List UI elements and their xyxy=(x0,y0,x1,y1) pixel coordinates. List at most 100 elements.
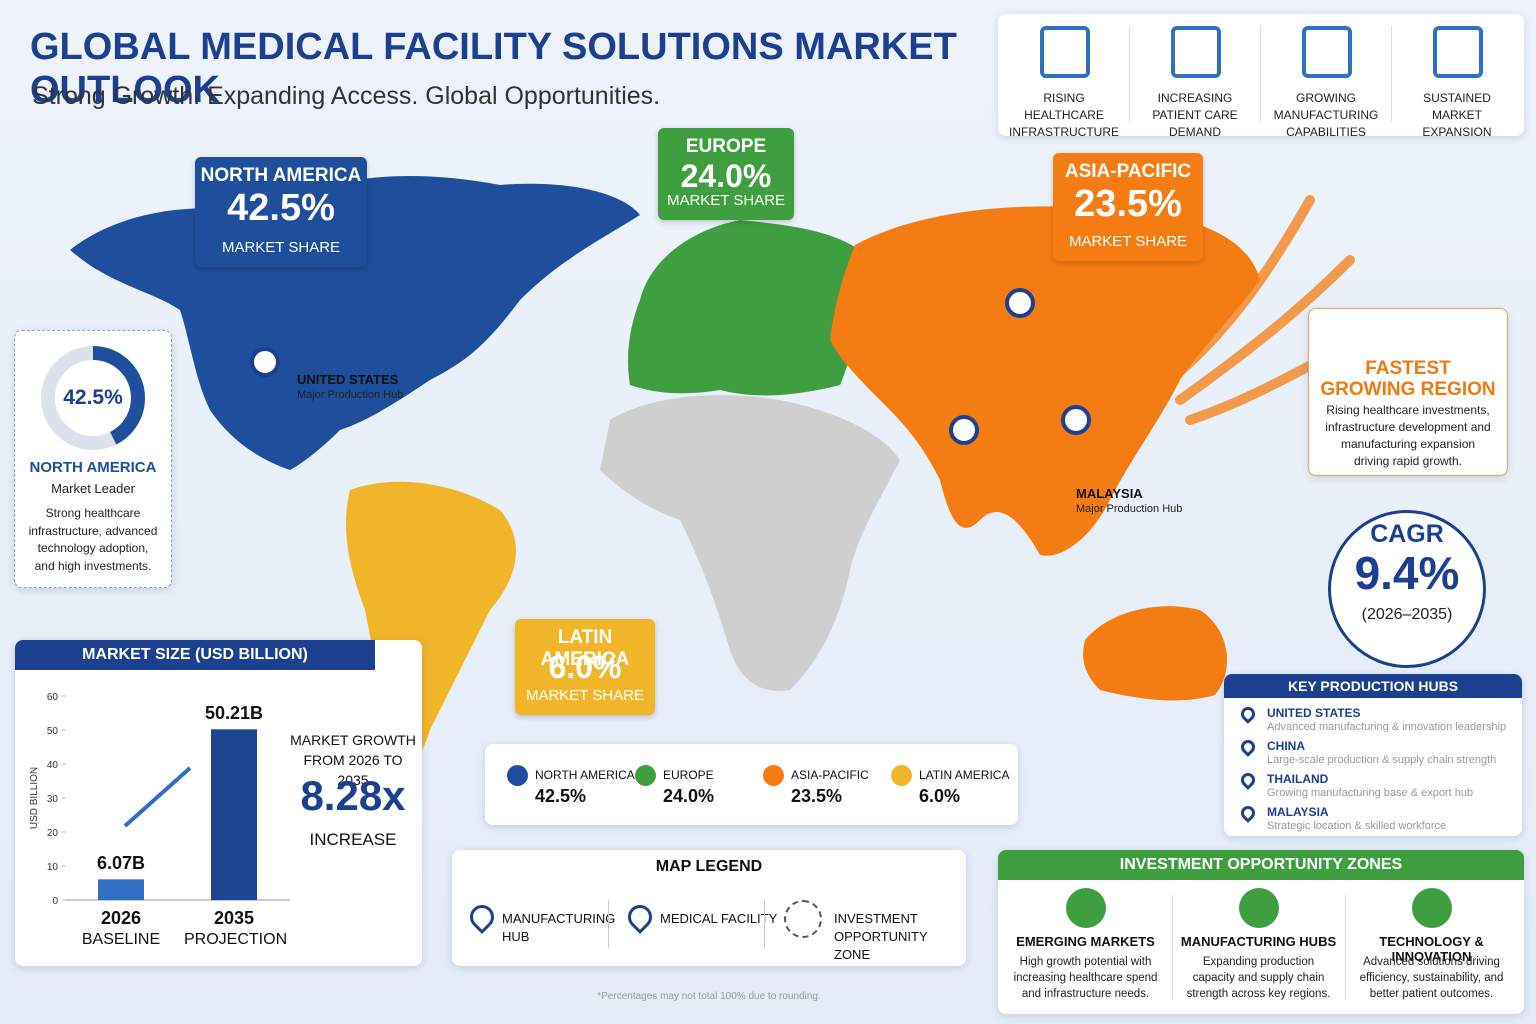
divider xyxy=(608,900,609,948)
title: GLOBAL MEDICAL FACILITY SOLUTIONS MARKET… xyxy=(30,26,957,111)
zone-text: Advanced solutions driving efficiency, s… xyxy=(1359,956,1504,1000)
fastest-title: FASTEST GROWING REGION xyxy=(1320,358,1496,400)
x-tick-label: 2035 xyxy=(213,908,255,928)
map-legend-title: MAP LEGEND xyxy=(655,858,763,875)
hub-note: Major Production Hub xyxy=(297,389,404,401)
x-tick-note: PROJECTION xyxy=(184,931,288,948)
hub-item-name: CHINA xyxy=(1267,739,1305,753)
value-label: 6.07B xyxy=(96,853,146,874)
map-legend-item: MANUFACTURING HUB xyxy=(502,911,616,944)
legend-name: EUROPE xyxy=(663,768,714,782)
hub-pin xyxy=(1005,288,1035,318)
hub-name: UNITED STATES xyxy=(297,372,399,387)
hub-pin xyxy=(250,347,280,377)
x-tick-note: BASELINE xyxy=(81,931,161,948)
divider xyxy=(1260,26,1261,122)
share-caption: MARKET SHARE xyxy=(525,687,645,704)
fastest-card xyxy=(1308,308,1508,476)
growth-caption: INCREASE xyxy=(309,830,397,849)
legend-icon xyxy=(784,900,822,938)
zone-icon xyxy=(1412,888,1452,928)
legend-swatch xyxy=(891,765,912,786)
zone-icon xyxy=(1239,888,1279,928)
leader-role: Market Leader xyxy=(51,481,135,496)
hub-item-text: Large-scale production & supply chain st… xyxy=(1267,754,1497,766)
legend-share: 23.5% xyxy=(791,786,843,806)
cagr-value: 9.4% xyxy=(1354,547,1460,599)
driver-label: GROWING MANUFACTURING CAPABILITIES xyxy=(1273,91,1379,139)
growth-label: MARKET GROWTH FROM 2026 TO 2035 xyxy=(290,732,416,788)
hub-item-text: Strategic location & skilled workforce xyxy=(1267,820,1447,832)
footnote: *Percentages may not total 100% due to r… xyxy=(597,991,821,1002)
share-caption: MARKET SHARE xyxy=(221,239,341,256)
asia xyxy=(830,206,1260,556)
x-tick-label: 2026 xyxy=(100,908,142,928)
legend-share: 6.0% xyxy=(919,786,961,806)
chart-title: MARKET SIZE (USD BILLION) xyxy=(15,640,375,670)
zone-text: Expanding production capacity and supply… xyxy=(1186,956,1331,1000)
region-callout: EUROPE 24.0% MARKET SHARE xyxy=(658,128,794,220)
hub-pin xyxy=(949,415,979,445)
divider xyxy=(1129,26,1130,122)
region-share: 23.5% xyxy=(1074,183,1182,225)
share-caption: MARKET SHARE xyxy=(1068,233,1188,250)
leader-region: NORTH AMERICA xyxy=(29,459,157,476)
driver-label: SUSTAINED MARKET EXPANSION xyxy=(1422,91,1492,139)
map-legend-item: MEDICAL FACILITY xyxy=(660,911,778,926)
value-label: 50.21B xyxy=(204,703,264,724)
zone-icon xyxy=(1066,888,1106,928)
driver-icon xyxy=(1302,26,1352,78)
legend-share: 42.5% xyxy=(535,786,587,806)
leader-text: Strong healthcare infrastructure, advanc… xyxy=(28,506,158,573)
legend-swatch xyxy=(507,765,528,786)
map-legend-item: INVESTMENT OPPORTUNITY ZONE xyxy=(834,911,928,962)
region-name: NORTH AMERICA xyxy=(200,165,362,186)
hub-note: Major Production Hub xyxy=(1076,503,1183,515)
divider xyxy=(1345,895,1346,1000)
share-caption: MARKET SHARE xyxy=(666,192,786,209)
region-name: EUROPE xyxy=(685,136,767,157)
region-name: LATIN AMERICA xyxy=(540,627,630,670)
driver-label: INCREASING PATIENT CARE DEMAND xyxy=(1152,91,1238,139)
fastest-text: Rising healthcare investments, infrastru… xyxy=(1325,403,1491,468)
zones-title: INVESTMENT OPPORTUNITY ZONES xyxy=(998,850,1524,880)
legend-name: ASIA-PACIFIC xyxy=(791,768,869,782)
region-callout: NORTH AMERICA 42.5% MARKET SHARE xyxy=(195,157,367,267)
growth-value: 8.28x xyxy=(300,772,406,819)
hub-item-text: Advanced manufacturing & innovation lead… xyxy=(1267,721,1507,733)
zone-name: MANUFACTURING HUBS xyxy=(1180,934,1337,949)
legend-name: NORTH AMERICA xyxy=(535,768,635,782)
divider xyxy=(764,900,765,948)
region-share: 6.0% xyxy=(548,649,622,685)
hub-name: MALAYSIA xyxy=(1076,486,1143,501)
zone-name: TECHNOLOGY & INNOVATION xyxy=(1379,934,1484,964)
subtitle: Strong Growth. Expanding Access. Global … xyxy=(32,82,661,110)
driver-icon xyxy=(1433,26,1483,78)
legend-swatch xyxy=(635,765,656,786)
europe xyxy=(628,220,862,396)
legend-swatch xyxy=(763,765,784,786)
zone-name: EMERGING MARKETS xyxy=(1016,934,1155,949)
driver-label: RISING HEALTHCARE INFRASTRUCTURE xyxy=(1009,91,1119,139)
legend-share: 24.0% xyxy=(663,786,715,806)
hubs-card xyxy=(1224,674,1522,836)
map-legend xyxy=(452,850,966,966)
cagr-ring xyxy=(1328,510,1486,668)
cagr-label: CAGR xyxy=(1370,520,1444,548)
hub-item-text: Growing manufacturing base & export hub xyxy=(1267,787,1474,799)
hub-item-name: MALAYSIA xyxy=(1267,805,1329,819)
driver-icon xyxy=(1171,26,1221,78)
hub-pin xyxy=(1061,405,1091,435)
divider xyxy=(1172,895,1173,1000)
zone-text: High growth potential with increasing he… xyxy=(1013,956,1158,1000)
driver-icon xyxy=(1040,26,1090,78)
africa xyxy=(600,395,900,691)
donut-value: 42.5% xyxy=(63,386,123,409)
hub-item-name: THAILAND xyxy=(1267,772,1329,786)
legend-name: LATIN AMERICA xyxy=(919,768,1010,782)
region-share: 24.0% xyxy=(680,158,772,194)
region-name: ASIA-PACIFIC xyxy=(1064,161,1192,182)
cagr-period: (2026–2035) xyxy=(1361,606,1453,623)
australia xyxy=(1083,606,1227,701)
